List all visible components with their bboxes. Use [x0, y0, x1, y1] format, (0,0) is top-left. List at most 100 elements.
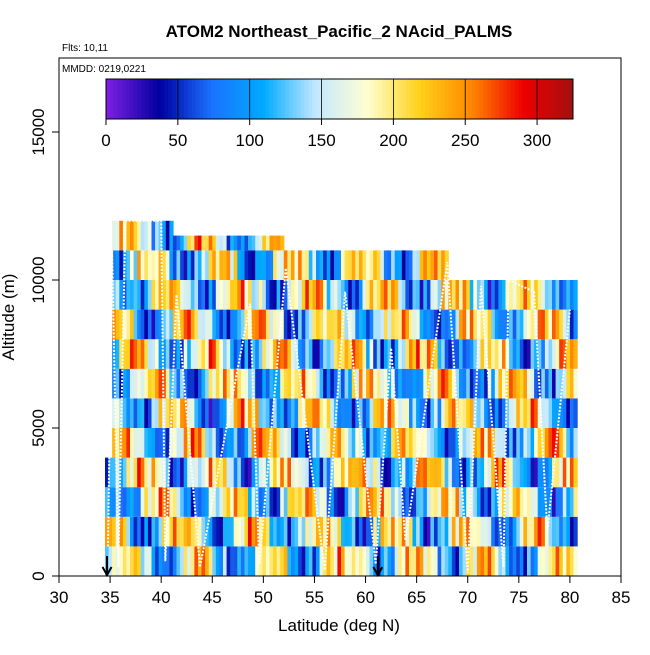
heatmap-cell [176, 487, 181, 517]
heatmap-cell [462, 546, 467, 576]
colorbar-segment [397, 79, 403, 119]
heatmap-cell [316, 250, 321, 280]
heatmap-cell [248, 250, 253, 280]
heatmap-cell [376, 339, 381, 369]
heatmap-cell [391, 546, 396, 576]
heatmap-cell [158, 250, 163, 280]
heatmap-cell [573, 339, 578, 369]
heatmap-cell [509, 428, 514, 458]
heatmap-cell [444, 368, 449, 399]
heatmap-cell [466, 487, 471, 517]
heatmap-cell [369, 250, 374, 280]
heatmap-cell [423, 309, 428, 340]
heatmap-cell [147, 309, 153, 340]
heatmap-cell [348, 309, 353, 340]
heatmap-cell [169, 250, 174, 280]
heatmap-cell [240, 309, 246, 340]
heatmap-cell [201, 250, 206, 280]
heatmap-cell [248, 457, 253, 488]
heatmap-cell [562, 339, 567, 369]
heatmap-cell [226, 368, 231, 399]
colorbar-segment [444, 79, 449, 119]
heatmap-cell [466, 339, 471, 369]
heatmap-cell [366, 309, 371, 340]
heatmap-cell [158, 428, 163, 458]
heatmap-cell [326, 516, 331, 547]
colorbar-segment [417, 79, 422, 119]
heatmap-cell [555, 309, 560, 340]
heatmap-cell [473, 309, 478, 340]
colorbar-segment [168, 79, 173, 119]
heatmap-cell [183, 309, 188, 340]
heatmap-cell [469, 280, 474, 310]
heatmap-cell [112, 280, 117, 310]
heatmap-cell [341, 487, 346, 517]
heatmap-cell [237, 457, 242, 488]
heatmap-cell [512, 368, 517, 399]
heatmap-cell [280, 398, 285, 428]
heatmap-cell [412, 309, 417, 340]
heatmap-cell [151, 428, 156, 458]
heatmap-cell [498, 516, 503, 547]
heatmap-cell [155, 428, 160, 458]
colorbar-segment [518, 79, 523, 119]
heatmap-cell [398, 546, 403, 576]
heatmap-cell [287, 309, 292, 340]
heatmap-cell [333, 457, 339, 488]
heatmap-cell [291, 368, 296, 399]
heatmap-cell [165, 339, 170, 369]
heatmap-cell [358, 368, 364, 399]
heatmap-cell [291, 428, 296, 458]
heatmap-cell [301, 309, 306, 340]
heatmap-cell [316, 457, 321, 488]
heatmap-cell [133, 546, 138, 576]
heatmap-cell [323, 516, 328, 547]
heatmap-cell [494, 309, 499, 340]
heatmap-cell [226, 516, 231, 547]
heatmap-cell [391, 457, 396, 488]
heatmap-cell [147, 428, 153, 458]
heatmap-cell [333, 516, 339, 547]
heatmap-cell [230, 516, 235, 547]
heatmap-cell [516, 546, 521, 576]
heatmap-cell [169, 516, 174, 547]
heatmap-cell [155, 250, 160, 280]
colorbar-segment [211, 79, 216, 119]
heatmap-cell [484, 368, 489, 399]
heatmap-cell [122, 368, 128, 399]
heatmap-cell [419, 368, 424, 399]
heatmap-cell [201, 516, 206, 547]
heatmap-cell [176, 250, 181, 280]
heatmap-cell [269, 250, 274, 280]
heatmap-cell [430, 309, 435, 340]
heatmap-cell [126, 398, 131, 428]
heatmap-cell [394, 516, 399, 547]
heatmap-cell [366, 516, 371, 547]
heatmap-cell [319, 457, 324, 488]
heatmap-cell [544, 280, 550, 310]
colorbar-segment [436, 79, 442, 119]
heatmap-cell [287, 368, 292, 399]
heatmap-cell [391, 368, 396, 399]
heatmap-cell [326, 280, 331, 310]
heatmap-cell [419, 309, 424, 340]
heatmap-cell [523, 546, 528, 576]
heatmap-cell [312, 368, 317, 399]
heatmap-cell [122, 309, 128, 340]
heatmap-cell [523, 339, 528, 369]
heatmap-cell [373, 339, 378, 369]
heatmap-cell [473, 368, 478, 399]
heatmap-cell [512, 309, 517, 340]
heatmap-cell [487, 309, 492, 340]
heatmap-cell [223, 457, 228, 488]
heatmap-cell [569, 487, 575, 517]
colorbar-segment [320, 79, 325, 119]
heatmap-cell [426, 428, 432, 458]
heatmap-cell [248, 368, 253, 399]
colorbar-segment [537, 79, 543, 119]
heatmap-cell [409, 339, 414, 369]
heatmap-cell [451, 398, 457, 428]
heatmap-cell [369, 546, 374, 576]
heatmap-cell [273, 487, 278, 517]
heatmap-cell [251, 235, 256, 251]
